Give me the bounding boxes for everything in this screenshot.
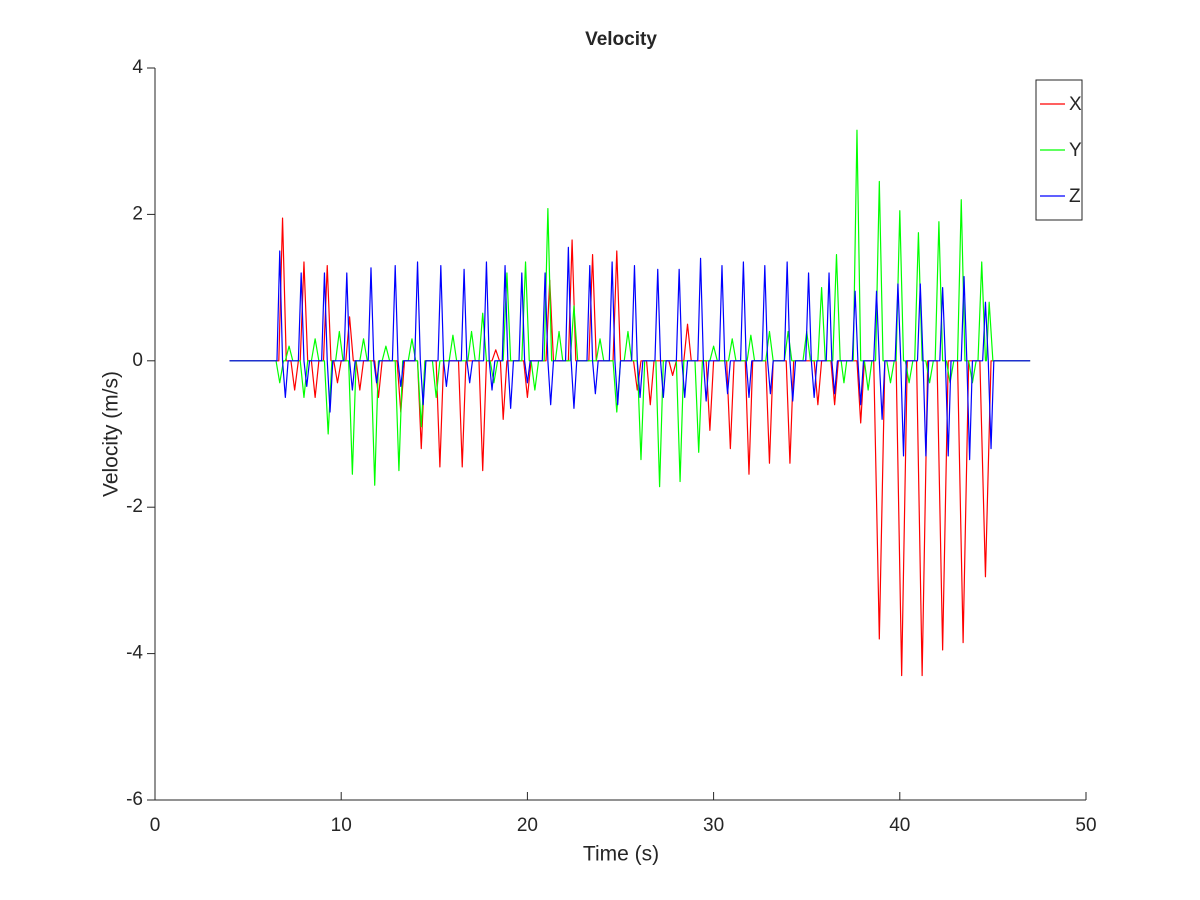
x-axis-label: Time (s) <box>583 843 659 866</box>
y-tick-label: -6 <box>126 789 143 810</box>
x-tick-label: 10 <box>331 815 352 836</box>
y-tick-label: -4 <box>126 643 143 664</box>
series-line <box>229 246 1031 461</box>
y-tick-label: -2 <box>126 496 143 517</box>
x-tick-label: 50 <box>1075 815 1096 836</box>
y-tick-label: 4 <box>132 57 143 78</box>
x-tick-label: 0 <box>150 815 161 836</box>
y-tick-label: 0 <box>132 350 143 371</box>
legend-label: Y <box>1069 140 1082 161</box>
x-tick-label: 30 <box>703 815 724 836</box>
x-tick-label: 20 <box>517 815 538 836</box>
legend-label: X <box>1069 94 1082 115</box>
x-tick-label: 40 <box>889 815 910 836</box>
chart-title: Velocity <box>585 29 657 50</box>
legend-label: Z <box>1069 186 1081 207</box>
y-tick-label: 2 <box>132 203 143 224</box>
y-axis-label: Velocity (m/s) <box>100 371 123 497</box>
